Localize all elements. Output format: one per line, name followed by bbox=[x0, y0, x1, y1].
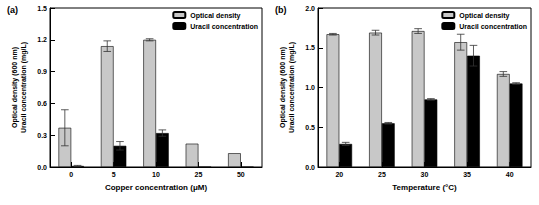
svg-text:0.0: 0.0 bbox=[305, 164, 315, 171]
svg-text:Optical density (600 nm): Optical density (600 nm) bbox=[11, 47, 19, 128]
svg-text:1.0: 1.0 bbox=[305, 84, 315, 91]
svg-text:(a): (a) bbox=[7, 5, 18, 15]
svg-text:Uracil concentration: Uracil concentration bbox=[459, 23, 527, 30]
svg-text:1.5: 1.5 bbox=[305, 44, 315, 51]
svg-text:1.5: 1.5 bbox=[37, 5, 47, 12]
svg-text:Copper concentration (μM): Copper concentration (μM) bbox=[105, 183, 208, 192]
svg-text:25: 25 bbox=[195, 171, 203, 178]
svg-text:0.0: 0.0 bbox=[37, 164, 47, 171]
svg-text:0: 0 bbox=[69, 171, 73, 178]
svg-text:0.5: 0.5 bbox=[305, 124, 315, 131]
svg-text:0.6: 0.6 bbox=[37, 100, 47, 107]
svg-text:Uracil concentration (mg/L): Uracil concentration (mg/L) bbox=[20, 42, 28, 133]
svg-text:5: 5 bbox=[112, 171, 116, 178]
svg-text:Uracil concentration (mg/L): Uracil concentration (mg/L) bbox=[288, 42, 296, 133]
svg-text:35: 35 bbox=[463, 171, 471, 178]
svg-text:0.3: 0.3 bbox=[37, 132, 47, 139]
svg-text:30: 30 bbox=[421, 171, 429, 178]
svg-text:40: 40 bbox=[506, 171, 514, 178]
svg-text:(b): (b) bbox=[275, 5, 287, 15]
svg-text:Temperature (°C): Temperature (°C) bbox=[392, 183, 457, 192]
svg-text:Optical density (600 nm): Optical density (600 nm) bbox=[279, 47, 287, 128]
svg-text:50: 50 bbox=[237, 171, 245, 178]
svg-text:Optical density: Optical density bbox=[190, 12, 240, 20]
svg-text:Optical density: Optical density bbox=[459, 12, 509, 20]
svg-text:10: 10 bbox=[152, 171, 160, 178]
svg-text:Uracil concentration: Uracil concentration bbox=[190, 23, 258, 30]
svg-text:20: 20 bbox=[335, 171, 343, 178]
svg-text:1.2: 1.2 bbox=[37, 36, 47, 43]
svg-text:0.9: 0.9 bbox=[37, 68, 47, 75]
svg-text:25: 25 bbox=[378, 171, 386, 178]
svg-text:2.0: 2.0 bbox=[305, 5, 315, 12]
